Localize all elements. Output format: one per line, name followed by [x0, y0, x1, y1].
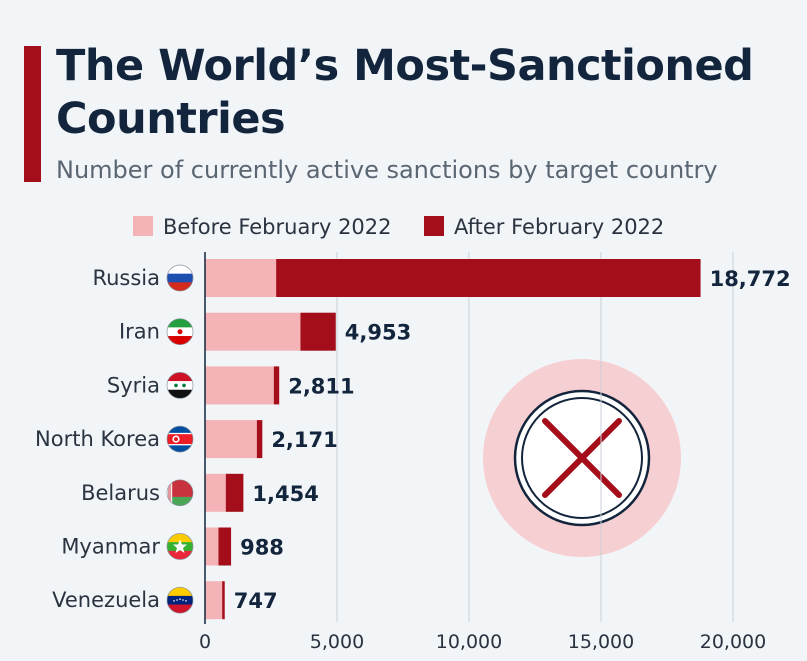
x-tick-label: 15,000 [568, 631, 634, 653]
value-label: 2,171 [271, 428, 337, 452]
value-label: 18,772 [710, 267, 791, 291]
legend: Before February 2022 After February 2022 [133, 215, 664, 239]
value-label: 747 [234, 589, 278, 613]
bar-before [205, 312, 301, 351]
legend-swatch [133, 216, 153, 236]
bar-after [225, 473, 244, 512]
category-label: Myanmar [61, 535, 160, 559]
value-label: 988 [240, 536, 284, 560]
value-label: 2,811 [288, 374, 354, 398]
value-label: 4,953 [345, 321, 411, 345]
title-accent-bar [24, 46, 41, 182]
bar-after [222, 581, 225, 620]
belarus-flag-icon [166, 479, 194, 507]
bar-before [205, 527, 219, 566]
x-axis: 0 5,000 10,000 15,000 20,000 [199, 252, 766, 653]
venezuela-flag-icon [166, 586, 194, 614]
category-label: Syria [107, 373, 160, 397]
north-korea-flag-icon [166, 425, 194, 453]
bar-after [256, 420, 263, 459]
bar-before [205, 420, 257, 459]
grid-lines [336, 252, 734, 622]
category-label: Iran [119, 320, 160, 344]
syria-flag-icon [166, 372, 194, 399]
category-label: Venezuela [52, 588, 160, 612]
value-label: 1,454 [252, 482, 318, 506]
legend-label: Before February 2022 [163, 215, 392, 239]
category-labels: 18,772 Russia 4,953 Iran 2,811 Syria 2,171 Nort… [35, 264, 791, 614]
x-tick-label: 10,000 [436, 631, 502, 653]
category-label: North Korea [35, 427, 160, 451]
legend-label: After February 2022 [454, 215, 664, 239]
chart-title: The World’s Most-Sanctioned Countries [56, 41, 754, 144]
bar-after [300, 312, 336, 351]
legend-swatch [424, 216, 444, 236]
bar-after [276, 259, 701, 297]
x-tick-label: 5,000 [310, 631, 364, 653]
watermark [483, 359, 681, 557]
x-tick-label: 0 [199, 631, 211, 653]
chart-subtitle: Number of currently active sanctions by … [56, 156, 718, 184]
russia-flag-icon [166, 264, 194, 292]
cross-in-circle-icon [483, 359, 681, 557]
bars [205, 259, 701, 620]
x-tick-label: 20,000 [700, 631, 766, 653]
legend-item: After February 2022 [424, 215, 664, 239]
category-label: Russia [92, 266, 160, 290]
bar-before [205, 473, 226, 512]
category-label: Belarus [81, 481, 160, 505]
bar-after [273, 366, 280, 405]
legend-item: Before February 2022 [133, 215, 392, 239]
bar-before [205, 366, 274, 405]
myanmar-flag-icon [166, 533, 194, 560]
bar-after [218, 527, 232, 566]
bar-before [205, 259, 277, 297]
iran-flag-icon [166, 318, 194, 346]
bar-before [205, 581, 223, 620]
